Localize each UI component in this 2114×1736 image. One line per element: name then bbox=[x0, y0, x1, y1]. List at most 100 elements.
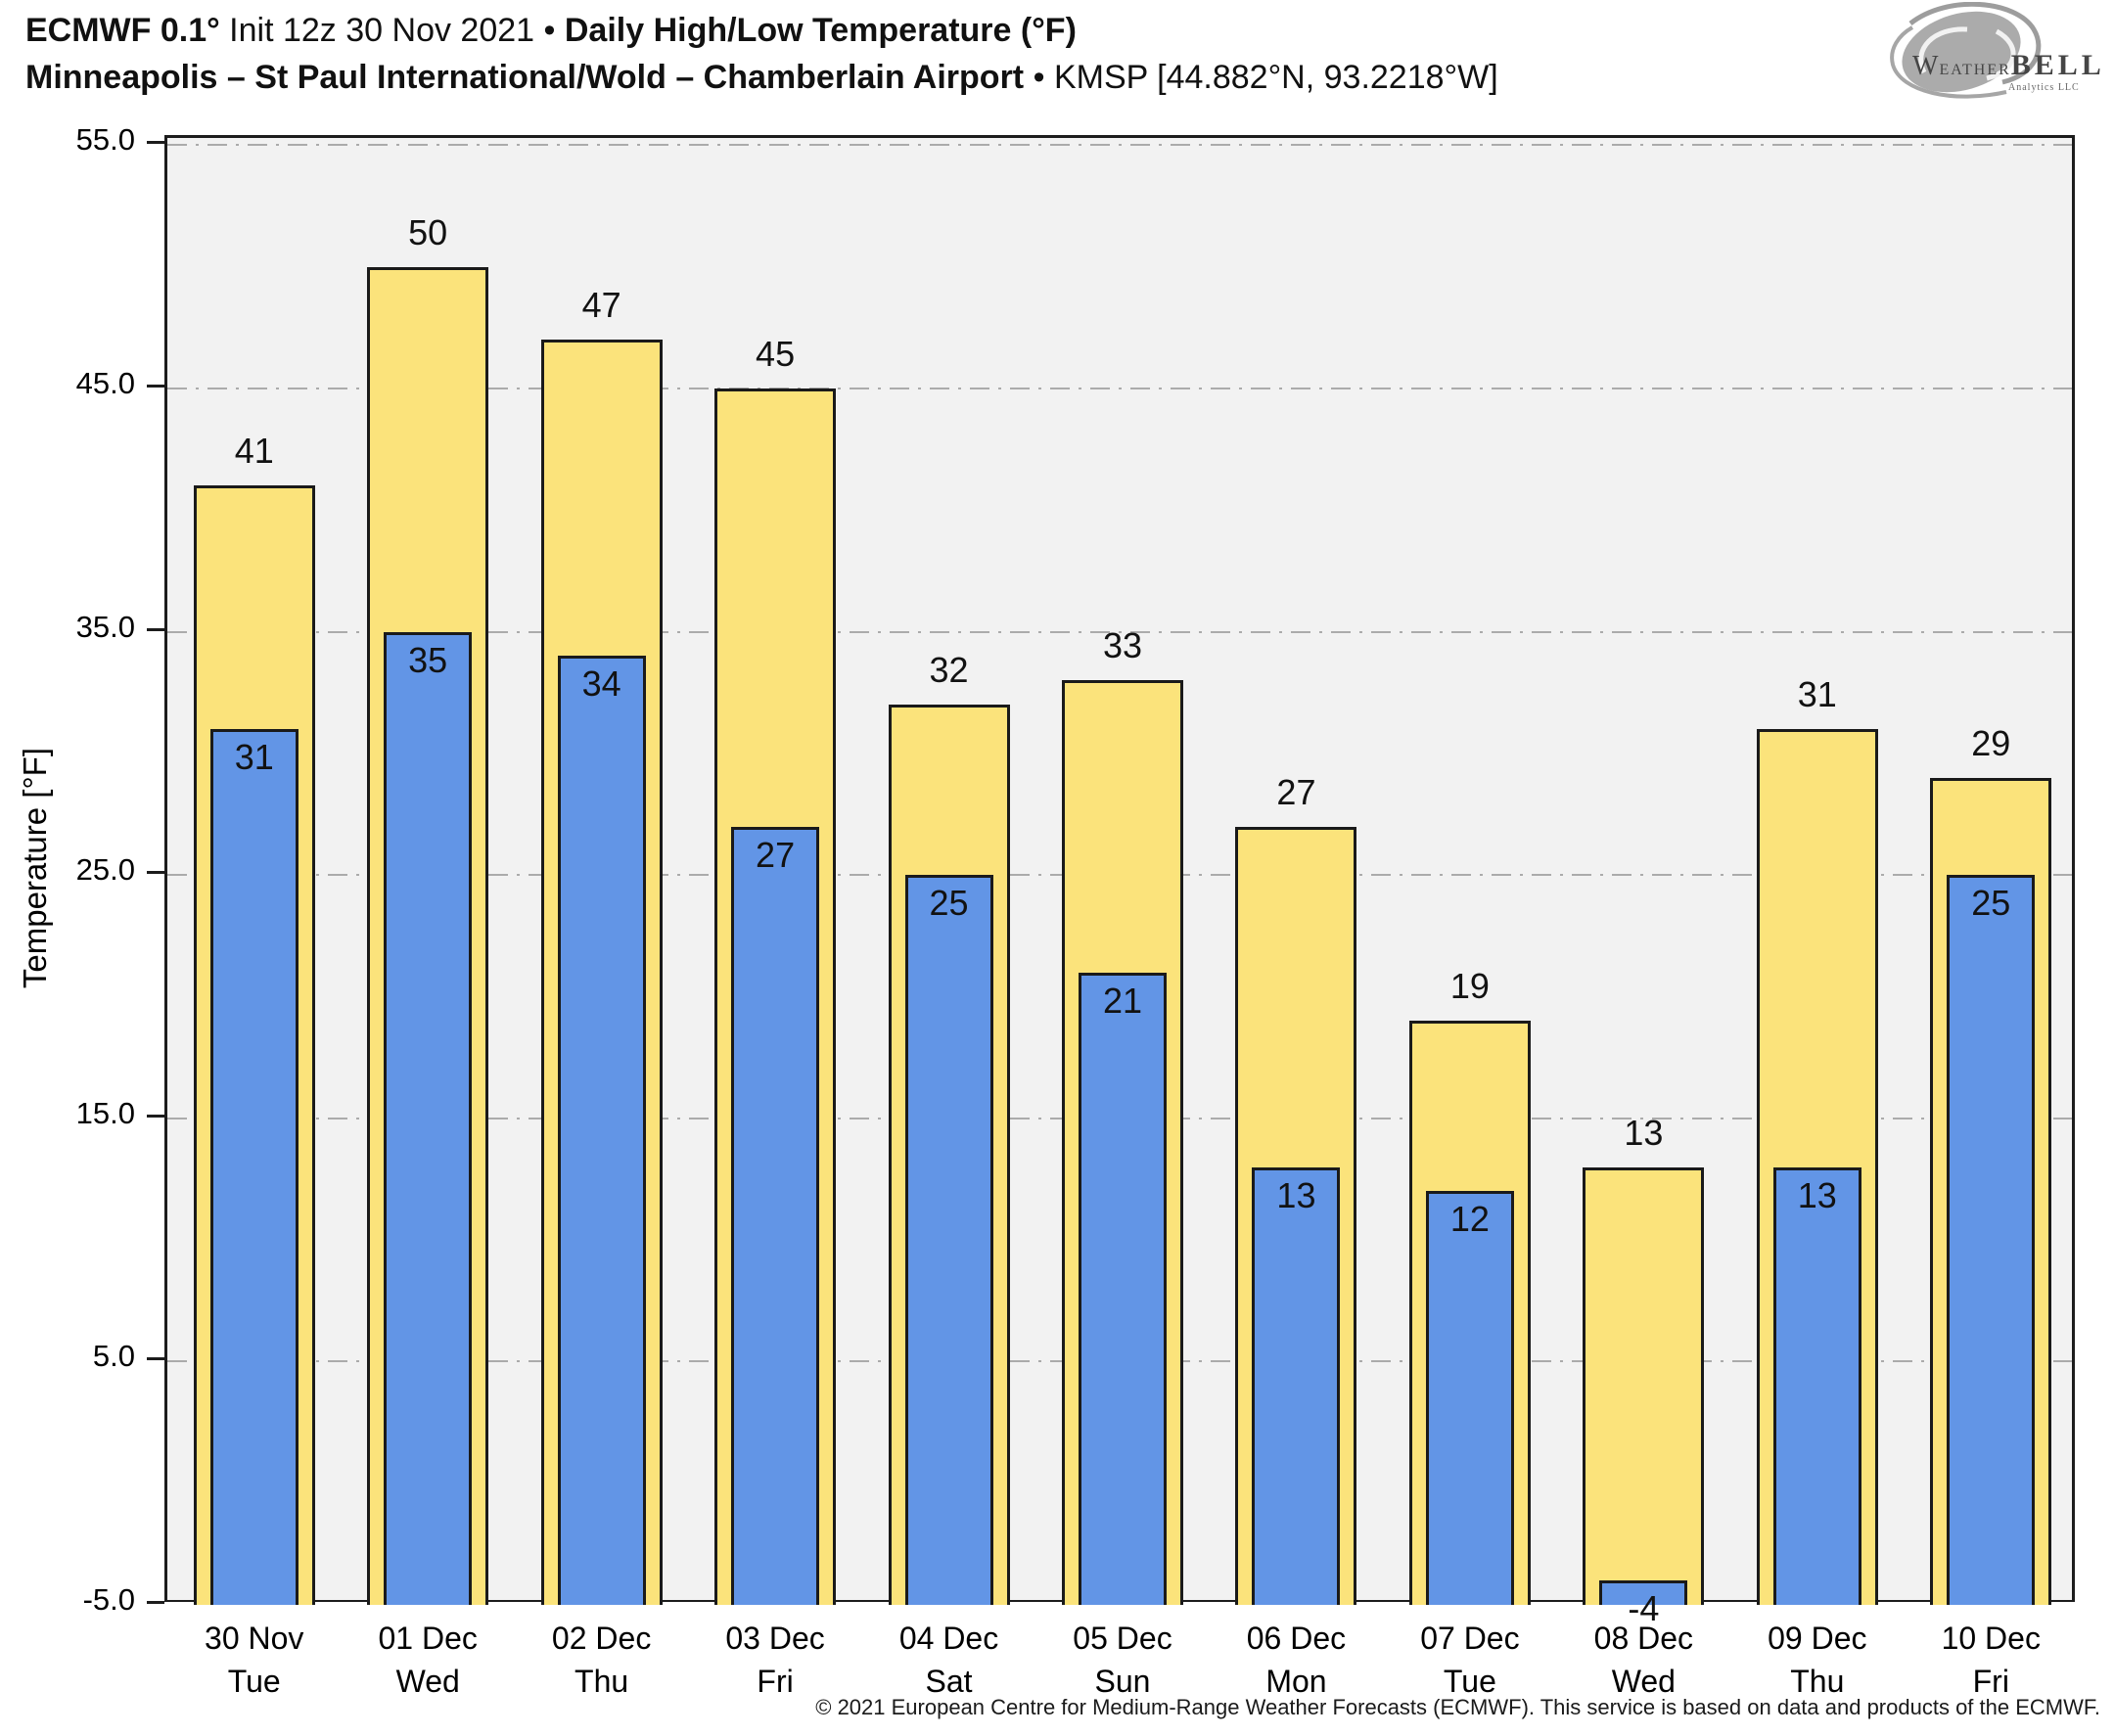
y-tick-mark bbox=[147, 385, 164, 388]
low-temp-bar bbox=[1079, 972, 1167, 1605]
y-tick-label: 45.0 bbox=[75, 366, 135, 401]
hurricane-swirl-icon: WEATHERBELL Analytics LLC bbox=[1890, 1, 2105, 99]
low-temp-value: 25 bbox=[1971, 883, 2011, 924]
y-tick-mark bbox=[147, 1601, 164, 1604]
low-temp-value: 21 bbox=[1102, 980, 1143, 1021]
x-tick-label: 01 Dec Wed bbox=[340, 1617, 516, 1703]
low-temp-value: 12 bbox=[1449, 1199, 1490, 1240]
x-tick-day: Mon bbox=[1265, 1664, 1327, 1700]
y-tick-label: -5.0 bbox=[82, 1582, 135, 1617]
high-temp-value: 47 bbox=[581, 285, 621, 326]
low-temp-value: 25 bbox=[929, 883, 969, 924]
logo-tagline: Analytics LLC bbox=[2008, 82, 2080, 93]
low-temp-value: 27 bbox=[756, 834, 796, 875]
low-temp-bar bbox=[731, 826, 820, 1605]
subtitle-separator-dot: • bbox=[1033, 59, 1054, 96]
x-tick-label: 04 Dec Sat bbox=[861, 1617, 1037, 1703]
x-tick-label: 30 Nov Tue bbox=[166, 1617, 343, 1703]
low-temp-value: 13 bbox=[1797, 1174, 1837, 1215]
y-tick-label: 55.0 bbox=[75, 122, 135, 158]
subtitle-station: Minneapolis – St Paul International/Wold… bbox=[25, 59, 1034, 96]
logo-text-eather: EATHER bbox=[1939, 62, 2010, 78]
x-tick-date: 10 Dec bbox=[1941, 1621, 2041, 1656]
x-tick-day: Sun bbox=[1094, 1664, 1151, 1700]
x-tick-day: Tue bbox=[1443, 1664, 1496, 1700]
high-temp-value: 29 bbox=[1971, 722, 2011, 763]
chart-subtitle: Minneapolis – St Paul International/Wold… bbox=[25, 59, 1498, 97]
gridline-45 bbox=[167, 388, 2072, 390]
plot-area: 41 31 30 Nov Tue 50 35 01 Dec Wed 47 34 02 Dec Thu 4… bbox=[164, 135, 2075, 1699]
x-tick-day: Fri bbox=[1972, 1664, 2009, 1700]
gridline-35 bbox=[167, 630, 2072, 633]
x-tick-label: 10 Dec Fri bbox=[1903, 1617, 2079, 1703]
y-tick-label: 25.0 bbox=[75, 852, 135, 888]
x-tick-day: Wed bbox=[1611, 1664, 1676, 1700]
x-tick-date: 06 Dec bbox=[1246, 1621, 1347, 1656]
subtitle-station-id: KMSP [44.882°N, 93.2218°W] bbox=[1053, 59, 1498, 96]
x-tick-label: 03 Dec Fri bbox=[687, 1617, 863, 1703]
high-temp-value: 27 bbox=[1276, 771, 1316, 812]
x-tick-date: 01 Dec bbox=[378, 1621, 478, 1656]
x-tick-date: 05 Dec bbox=[1073, 1621, 1172, 1656]
x-tick-day: Fri bbox=[757, 1664, 794, 1700]
y-tick-label: 15.0 bbox=[75, 1095, 135, 1130]
x-tick-day: Wed bbox=[395, 1664, 460, 1700]
x-tick-label: 02 Dec Thu bbox=[514, 1617, 690, 1703]
x-tick-date: 02 Dec bbox=[551, 1621, 652, 1656]
low-temp-value: 34 bbox=[581, 663, 621, 705]
x-tick-day: Sat bbox=[925, 1664, 973, 1700]
logo-text-w: W bbox=[1912, 51, 1939, 81]
x-tick-day: Thu bbox=[1790, 1664, 1845, 1700]
high-temp-value: 33 bbox=[1102, 625, 1143, 666]
x-tick-day: Thu bbox=[574, 1664, 629, 1700]
low-temp-value: 31 bbox=[234, 737, 274, 778]
copyright-footer: © 2021 European Centre for Medium-Range … bbox=[815, 1695, 2100, 1719]
x-tick-date: 03 Dec bbox=[725, 1621, 825, 1656]
low-temp-value: 35 bbox=[408, 639, 448, 680]
title-model: ECMWF 0.1° bbox=[25, 12, 220, 49]
x-tick-date: 08 Dec bbox=[1593, 1621, 1694, 1656]
low-temp-bar bbox=[1599, 1580, 1688, 1605]
x-tick-label: 06 Dec Mon bbox=[1208, 1617, 1384, 1703]
high-temp-value: 50 bbox=[408, 211, 448, 252]
y-tick-mark bbox=[147, 1114, 164, 1118]
x-tick-date: 30 Nov bbox=[205, 1621, 304, 1656]
chart-title: ECMWF 0.1° Init 12z 30 Nov 2021 • Daily … bbox=[25, 12, 1077, 50]
low-temp-value: -4 bbox=[1628, 1588, 1660, 1629]
title-separator-dot: • bbox=[543, 12, 565, 49]
x-tick-label: 07 Dec Tue bbox=[1382, 1617, 1558, 1703]
low-temp-bar bbox=[1947, 875, 2036, 1605]
low-temp-bar bbox=[1425, 1191, 1514, 1605]
high-temp-value: 13 bbox=[1624, 1112, 1664, 1153]
low-temp-bar bbox=[384, 631, 473, 1605]
title-init: Init 12z 30 Nov 2021 bbox=[219, 12, 544, 49]
low-temp-bar bbox=[1252, 1166, 1341, 1605]
y-tick-mark bbox=[147, 141, 164, 145]
x-tick-date: 04 Dec bbox=[898, 1621, 999, 1656]
high-temp-value: 41 bbox=[234, 431, 274, 472]
high-temp-value: 32 bbox=[929, 650, 969, 691]
low-temp-bar bbox=[209, 729, 299, 1605]
low-temp-bar bbox=[557, 656, 646, 1605]
y-tick-label: 5.0 bbox=[92, 1339, 135, 1374]
low-temp-bar bbox=[1772, 1166, 1861, 1605]
title-product: Daily High/Low Temperature (°F) bbox=[564, 12, 1077, 49]
x-tick-day: Tue bbox=[227, 1664, 281, 1700]
low-temp-bar bbox=[904, 875, 993, 1605]
y-tick-mark bbox=[147, 871, 164, 875]
y-tick-mark bbox=[147, 1357, 164, 1361]
high-temp-value: 45 bbox=[756, 334, 796, 375]
x-tick-date: 09 Dec bbox=[1768, 1621, 1867, 1656]
svg-text:WEATHERBELL: WEATHERBELL bbox=[1912, 49, 2105, 81]
gridline-55 bbox=[167, 144, 2072, 147]
logo-text-bell: BELL bbox=[2011, 49, 2105, 81]
high-temp-value: 19 bbox=[1449, 966, 1490, 1007]
x-tick-label: 09 Dec Thu bbox=[1729, 1617, 1906, 1703]
x-tick-date: 07 Dec bbox=[1420, 1621, 1520, 1656]
y-tick-mark bbox=[147, 627, 164, 631]
high-temp-value: 31 bbox=[1797, 674, 1837, 715]
y-tick-label: 35.0 bbox=[75, 609, 135, 644]
high-temp-bar bbox=[1583, 1166, 1705, 1605]
x-tick-label: 05 Dec Sun bbox=[1034, 1617, 1211, 1703]
